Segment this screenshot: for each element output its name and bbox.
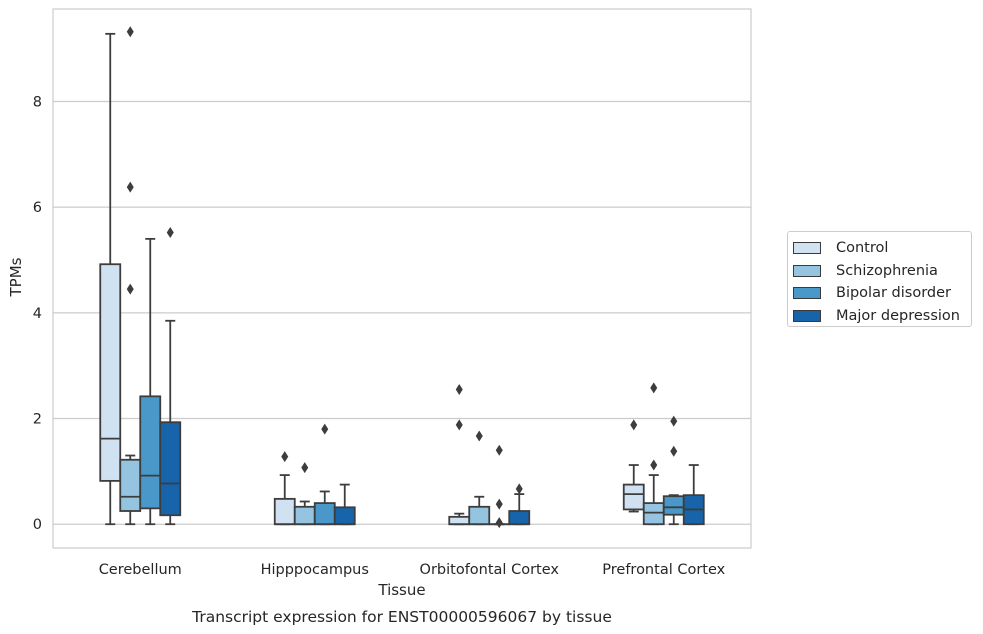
box	[273, 497, 296, 526]
outlier-point	[670, 445, 678, 457]
outlier-point	[495, 444, 503, 456]
box-group	[448, 383, 471, 526]
box	[293, 505, 316, 526]
outlier-point	[321, 423, 329, 435]
box	[662, 495, 685, 516]
box-group	[682, 464, 705, 526]
box-group	[333, 483, 356, 526]
x-tick-label: Orbitofontal Cortex	[420, 562, 560, 578]
box-group	[622, 419, 645, 513]
outlier-point	[281, 451, 289, 463]
box-group	[468, 430, 491, 526]
legend-swatch	[793, 309, 821, 322]
outlier-point	[670, 415, 678, 427]
box	[622, 483, 645, 511]
box	[333, 506, 356, 526]
outlier-point	[495, 498, 503, 510]
box-group	[139, 237, 162, 526]
box-layer	[99, 26, 705, 529]
y-axis-label: TPMs	[7, 257, 25, 297]
box-group	[508, 483, 531, 526]
legend-swatch	[793, 242, 821, 255]
legend: Control Schizophrenia Bipolar disorder M…	[787, 231, 972, 327]
outlier-point	[515, 483, 523, 495]
y-tick-label: 6	[33, 200, 42, 216]
box-group	[662, 415, 685, 526]
box	[642, 502, 665, 526]
x-tick-label: Hipppocampus	[261, 562, 369, 578]
box-group	[642, 382, 665, 526]
box-group	[293, 462, 316, 526]
box	[159, 421, 182, 517]
outlier-point	[475, 430, 483, 442]
legend-item-bipolar-disorder: Bipolar disorder	[793, 282, 971, 305]
outlier-point	[630, 419, 638, 431]
outlier-point	[126, 26, 134, 38]
outlier-point	[455, 383, 463, 395]
legend-label: Control	[836, 240, 889, 257]
legend-label: Major depression	[836, 307, 960, 324]
legend-label: Bipolar disorder	[836, 285, 951, 302]
y-tick-label: 2	[33, 412, 42, 428]
legend-item-schizophrenia: Schizophrenia	[793, 260, 971, 283]
x-tick-label: Prefrontal Cortex	[602, 562, 725, 578]
box	[99, 263, 122, 482]
box-group	[313, 423, 336, 526]
chart-title: Transcript expression for ENST0000059606…	[191, 608, 612, 626]
box	[313, 502, 336, 526]
y-tick-labels: 0 2 4 6 8	[33, 94, 42, 533]
outlier-point	[126, 181, 134, 193]
x-tick-label: Cerebellum	[99, 562, 182, 578]
y-tick-label: 4	[33, 306, 42, 322]
box	[468, 505, 491, 526]
outlier-point	[495, 517, 503, 529]
outlier-point	[455, 419, 463, 431]
legend-item-major-depression: Major depression	[793, 305, 971, 328]
box-group	[488, 444, 511, 529]
box	[508, 510, 531, 526]
outlier-point	[650, 459, 658, 471]
outlier-point	[126, 283, 134, 295]
y-tick-label: 0	[33, 517, 42, 533]
plot-frame	[52, 8, 752, 549]
outlier-point	[650, 382, 658, 394]
legend-swatch	[793, 264, 821, 277]
x-axis-label: Tissue	[377, 581, 425, 599]
x-tick-labels: Cerebellum Hipppocampus Orbitofontal Corte…	[99, 562, 726, 578]
box-group	[99, 32, 122, 526]
box	[448, 515, 471, 526]
outlier-point	[301, 462, 309, 474]
legend-swatch	[793, 287, 821, 300]
legend-label: Schizophrenia	[836, 262, 938, 279]
box	[119, 458, 142, 512]
outlier-point	[166, 227, 174, 239]
box-group	[273, 451, 296, 526]
box	[139, 395, 162, 510]
y-tick-label: 8	[33, 94, 42, 110]
box-group	[159, 227, 182, 526]
grid-layer	[53, 100, 751, 525]
legend-item-control: Control	[793, 237, 971, 260]
